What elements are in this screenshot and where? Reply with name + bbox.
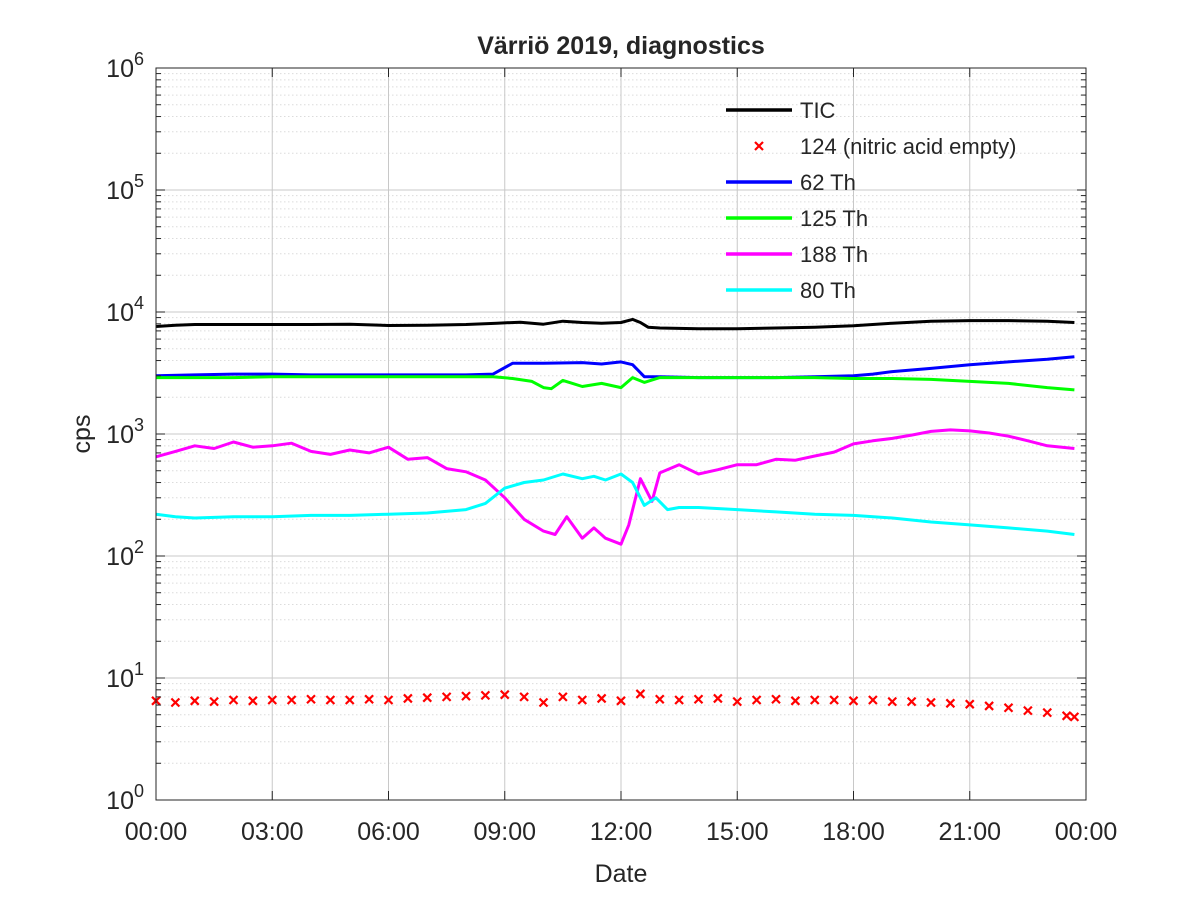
series-marker-124 [1042,707,1053,718]
legend-label: 188 Th [800,242,868,267]
series-marker-124 [596,693,607,704]
series-marker-124 [1061,711,1072,721]
series-marker-124 [538,697,549,708]
series-marker-124 [441,692,452,702]
y-tick-label: 100 [106,781,144,815]
series-marker-124 [499,689,510,700]
series-marker-124 [1003,703,1014,713]
series-line-80-th [155,472,1075,536]
series-marker-124 [868,695,878,705]
legend-label: 62 Th [800,170,856,195]
x-tick-label: 00:00 [1055,818,1118,846]
series-line-188-th [155,428,1075,546]
x-tick-label: 00:00 [125,818,188,846]
series-marker-124 [693,694,704,704]
y-tick-label: 105 [106,171,144,205]
chart-title: Värriö 2019, diagnostics [477,32,765,60]
series-marker-124 [1069,712,1080,722]
series-line-tic [155,317,1075,331]
y-tick-label: 102 [106,537,144,571]
grid [155,67,1087,801]
y-tick-label: 104 [106,293,144,327]
x-tick-label: 12:00 [590,818,653,846]
legend-label: 124 (nitric acid empty) [800,134,1016,159]
x-axis-label: Date [595,860,648,888]
series-marker-124 [422,692,433,703]
series-marker-124 [713,693,723,704]
series-marker-124 [248,696,258,706]
x-tick-label: 06:00 [357,818,420,846]
series-marker-124 [926,697,936,708]
series-marker-124 [286,695,297,705]
series-marker-124 [771,694,781,704]
series-marker-124 [790,696,801,706]
x-tick-label: 03:00 [241,818,304,846]
series-marker-124 [189,696,200,706]
series-marker-124 [364,694,374,704]
series-line-62-th [155,355,1075,380]
x-tick-label: 18:00 [822,818,885,846]
series-marker-124 [635,689,646,699]
series-marker-124 [848,696,859,706]
legend: TIC 124 (nitric acid empty) 62 Th 125 Th 188… [726,98,1016,303]
series-marker-124 [267,695,278,705]
series-marker-124 [577,695,588,705]
plot-data [151,317,1080,722]
series-marker-124 [616,696,626,706]
series-marker-124 [519,692,529,702]
x-tick-label: 21:00 [938,818,1001,846]
y-tick-label: 106 [106,49,144,83]
y-tick-label: 101 [106,659,144,693]
series-marker-124 [228,695,239,705]
series-marker-124 [461,691,471,701]
series-marker-124 [654,694,665,704]
x-tick-label: 09:00 [473,818,536,846]
series-marker-124 [751,695,762,705]
y-axis-label: cps [68,415,96,454]
series-marker-124 [809,695,820,705]
series-marker-124 [906,696,917,707]
series-marker-124 [170,697,181,708]
y-tick-label: 103 [106,415,144,449]
series-marker-124 [209,696,219,707]
series-marker-124 [344,695,355,705]
series-marker-124 [403,693,413,704]
legend-label: 125 Th [800,206,868,231]
series-marker-124 [325,695,336,705]
legend-label: 80 Th [800,278,856,303]
series-marker-124 [829,695,839,705]
series-marker-124 [984,701,994,711]
series-marker-124 [1023,705,1033,716]
series-marker-124 [306,694,316,704]
legend-swatch [754,141,764,151]
series-marker-124 [945,698,956,709]
series-marker-124 [558,692,568,702]
x-tick-label: 15:00 [706,818,769,846]
series-marker-124 [674,695,684,705]
series-marker-124 [383,695,394,705]
series-marker-124 [887,696,898,707]
series-marker-124 [964,699,975,709]
series-marker-124 [732,696,743,707]
legend-label: TIC [800,98,836,123]
series-marker-124 [480,690,491,701]
series-line-125-th [156,375,1075,392]
axes: 100 101 102 103 104 105 106 00:00 03:00 06:00 09:0… [106,49,1117,846]
